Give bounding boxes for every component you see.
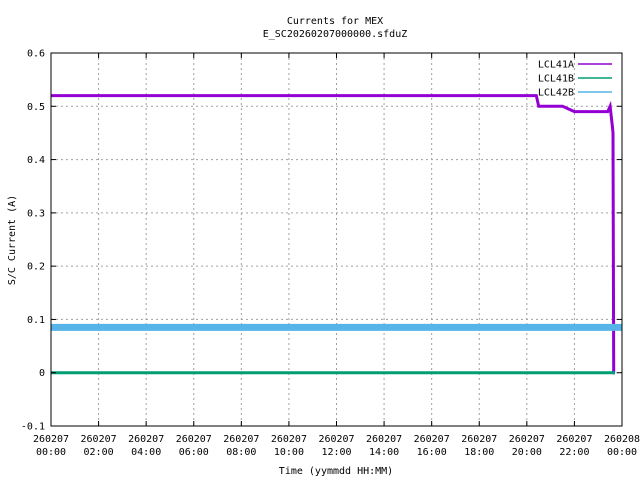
x-tick-time-label: 14:00 bbox=[369, 447, 399, 458]
x-tick-date-label: 260207 bbox=[556, 434, 592, 445]
chart-subtitle: E_SC20260207000000.sfduZ bbox=[263, 29, 408, 40]
x-tick-date-label: 260207 bbox=[223, 434, 259, 445]
x-tick-date-label: 260207 bbox=[461, 434, 497, 445]
legend-label: LCL42B bbox=[538, 88, 574, 99]
x-tick-time-label: 04:00 bbox=[131, 447, 161, 458]
x-tick-time-label: 20:00 bbox=[512, 447, 542, 458]
y-tick-label: 0.6 bbox=[27, 49, 45, 60]
x-tick-time-label: 18:00 bbox=[464, 447, 494, 458]
grid bbox=[51, 53, 622, 426]
ticks: -0.1 0 0.1 0.2 0.3 0.4 0.5 0.6 260207 00:00 260207… bbox=[21, 49, 640, 459]
x-tick-time-label: 00:00 bbox=[36, 447, 66, 458]
x-tick-date-label: 260207 bbox=[509, 434, 545, 445]
y-tick-label: 0.3 bbox=[27, 208, 45, 219]
x-tick-time-label: 02:00 bbox=[84, 447, 114, 458]
x-tick-date-label: 260207 bbox=[128, 434, 164, 445]
y-tick-label: -0.1 bbox=[21, 422, 45, 433]
legend-label: LCL41A bbox=[538, 60, 574, 71]
y-tick-label: 0.4 bbox=[27, 155, 45, 166]
x-tick-date-label: 260207 bbox=[176, 434, 212, 445]
x-tick-time-label: 06:00 bbox=[179, 447, 209, 458]
x-axis-label: Time (yymmdd HH:MM) bbox=[279, 466, 393, 477]
x-tick-date-label: 260207 bbox=[81, 434, 117, 445]
x-tick-date-label: 260207 bbox=[318, 434, 354, 445]
x-tick-time-label: 16:00 bbox=[417, 447, 447, 458]
x-tick-date-label: 260207 bbox=[414, 434, 450, 445]
y-tick-label: 0.2 bbox=[27, 262, 45, 273]
x-tick-date-label: 260207 bbox=[366, 434, 402, 445]
y-tick-label: 0 bbox=[39, 368, 45, 379]
y-axis-label: S/C Current (A) bbox=[7, 195, 18, 285]
x-tick-time-label: 10:00 bbox=[274, 447, 304, 458]
legend-label: LCL41B bbox=[538, 74, 574, 85]
legend: LCL41A LCL41B LCL42B bbox=[538, 60, 612, 99]
x-tick-date-label: 260207 bbox=[271, 434, 307, 445]
series-layer bbox=[51, 94, 622, 375]
x-tick-time-label: 12:00 bbox=[321, 447, 351, 458]
x-tick-date-label: 260207 bbox=[33, 434, 69, 445]
series-line-lcl41a bbox=[51, 94, 616, 375]
x-tick-time-label: 08:00 bbox=[226, 447, 256, 458]
y-tick-label: 0.5 bbox=[27, 102, 45, 113]
y-tick-label: 0.1 bbox=[27, 315, 45, 326]
x-tick-time-label: 00:00 bbox=[607, 447, 637, 458]
chart-title: Currents for MEX bbox=[287, 16, 383, 27]
x-tick-time-label: 22:00 bbox=[559, 447, 589, 458]
x-tick-date-label: 260208 bbox=[604, 434, 640, 445]
